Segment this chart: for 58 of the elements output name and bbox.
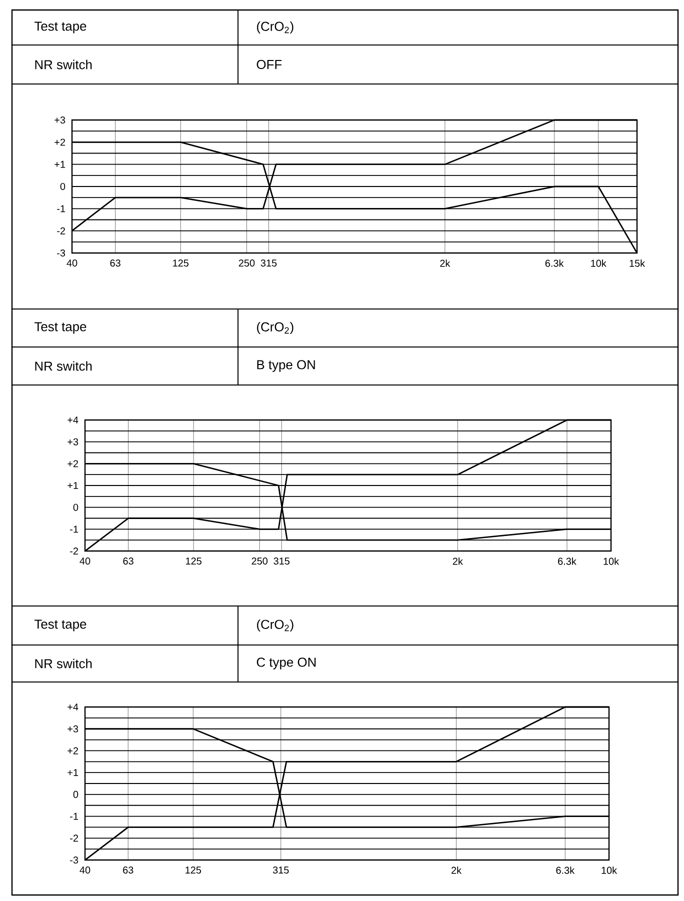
y-tick-label: +4 [68, 416, 78, 424]
y-tick-label: -2 [70, 548, 78, 554]
y-tick-label: +1 [54, 160, 66, 168]
y-tick-label: -3 [57, 249, 66, 257]
x-tick-label: 315 [272, 866, 289, 874]
text: NR switch [35, 361, 92, 371]
y-tick-label: +3 [54, 116, 66, 124]
x-tick-label: 63 [110, 260, 120, 267]
text: Test tape [34, 22, 86, 34]
x-tick-label: 15k [630, 260, 646, 267]
text: (CrO$_{2}$) [257, 322, 294, 334]
x-tick-label: 315 [274, 558, 290, 565]
text: NR switch [35, 60, 92, 70]
x-tick-label: 10k [604, 558, 620, 565]
text: (CrO$_{2}$) [257, 619, 294, 632]
x-tick-label: 2k [440, 260, 450, 267]
text: (CrO$_{2}$) [257, 21, 294, 34]
text: NR switch [35, 658, 92, 668]
y-tick-label: +1 [68, 769, 78, 776]
x-tick-label: 63 [123, 558, 134, 565]
y-tick-label: +2 [68, 747, 78, 754]
x-tick-label: 2k [452, 866, 462, 874]
y-tick-label: +3 [68, 438, 78, 446]
text: OFF [256, 60, 282, 70]
y-tick-label: +3 [68, 725, 78, 732]
x-tick-label: 10k [591, 260, 606, 267]
y-tick-label: -3 [70, 856, 78, 864]
y-tick-label: -2 [70, 834, 78, 842]
x-tick-label: 10k [602, 866, 618, 874]
x-tick-label: 125 [173, 260, 189, 267]
x-tick-label: 6.3k [545, 260, 564, 267]
x-tick-label: 125 [186, 866, 202, 874]
text: Test tape [34, 322, 86, 334]
x-tick-label: 250 [238, 260, 255, 267]
y-tick-label: 0 [73, 504, 78, 511]
x-tick-label: 40 [66, 260, 78, 267]
y-tick-label: +2 [68, 460, 78, 468]
y-tick-label: +4 [68, 704, 78, 710]
x-tick-label: 40 [80, 866, 90, 874]
x-tick-label: 63 [123, 866, 134, 874]
x-tick-label: 315 [260, 260, 277, 267]
x-tick-label: 125 [186, 558, 202, 565]
y-tick-label: +2 [54, 138, 66, 146]
y-tick-label: -1 [70, 812, 78, 820]
y-tick-label: -2 [57, 227, 65, 234]
y-tick-label: 0 [60, 182, 66, 190]
y-tick-label: -1 [57, 205, 66, 212]
x-tick-label: 250 [252, 558, 268, 565]
y-tick-label: -1 [70, 526, 78, 533]
x-tick-label: 40 [80, 558, 90, 565]
x-tick-label: 2k [452, 558, 463, 565]
text: Test tape [34, 620, 86, 632]
y-tick-label: +1 [68, 482, 78, 489]
y-tick-label: 0 [73, 790, 78, 798]
text: B type ON [257, 360, 315, 372]
x-tick-label: 6.3k [556, 866, 575, 874]
text: C type ON [256, 658, 316, 670]
x-tick-label: 6.3k [558, 558, 576, 565]
